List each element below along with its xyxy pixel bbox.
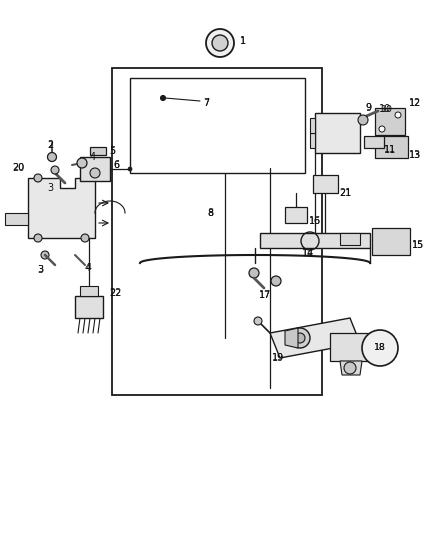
Circle shape	[295, 333, 305, 343]
Circle shape	[128, 167, 132, 171]
Text: 9: 9	[365, 103, 371, 112]
Text: 20: 20	[12, 163, 24, 173]
Bar	[340, 233, 360, 245]
Circle shape	[344, 362, 356, 374]
Text: 4: 4	[90, 152, 96, 162]
Text: 2: 2	[47, 140, 53, 150]
Text: 10: 10	[379, 104, 391, 114]
Bar	[313, 175, 338, 193]
Polygon shape	[340, 361, 362, 375]
Text: 12: 12	[409, 99, 421, 108]
Circle shape	[379, 126, 385, 132]
Circle shape	[81, 234, 89, 242]
Circle shape	[160, 95, 166, 101]
Polygon shape	[28, 178, 95, 238]
Text: 13: 13	[409, 150, 421, 160]
Text: 11: 11	[384, 145, 396, 155]
Text: 3: 3	[37, 265, 43, 275]
Text: 7: 7	[203, 98, 209, 108]
Text: 18: 18	[374, 343, 386, 352]
Text: 19: 19	[272, 353, 284, 363]
Text: 16: 16	[309, 216, 321, 225]
Text: 6: 6	[113, 160, 119, 169]
Circle shape	[77, 158, 87, 168]
Polygon shape	[310, 118, 315, 133]
Text: 5: 5	[109, 146, 115, 156]
Text: 1: 1	[240, 36, 246, 45]
Text: 20: 20	[12, 164, 24, 173]
Circle shape	[206, 29, 234, 57]
Text: 7: 7	[203, 99, 209, 108]
Text: 22: 22	[109, 288, 121, 298]
Text: 4: 4	[85, 263, 91, 272]
Text: 1: 1	[240, 36, 246, 46]
Text: 21: 21	[339, 188, 351, 198]
Text: 16: 16	[309, 216, 321, 226]
Text: 3: 3	[47, 183, 53, 193]
Polygon shape	[270, 318, 360, 358]
Polygon shape	[372, 228, 410, 255]
Polygon shape	[375, 136, 408, 158]
Text: 14: 14	[302, 248, 314, 258]
Text: 8: 8	[207, 208, 213, 217]
Polygon shape	[260, 233, 370, 248]
Text: 11: 11	[384, 146, 396, 155]
Circle shape	[34, 174, 42, 182]
Text: 13: 13	[409, 150, 421, 159]
Text: 2: 2	[47, 141, 53, 149]
Circle shape	[51, 166, 59, 174]
Polygon shape	[315, 113, 360, 153]
Circle shape	[34, 234, 42, 242]
Text: 9: 9	[365, 103, 371, 113]
Circle shape	[41, 251, 49, 259]
Polygon shape	[310, 133, 315, 148]
Polygon shape	[375, 108, 405, 135]
Circle shape	[271, 276, 281, 286]
Text: 12: 12	[409, 98, 421, 108]
Polygon shape	[285, 328, 298, 348]
Bar	[90, 147, 106, 155]
Text: 19: 19	[272, 353, 284, 362]
Bar	[130, 78, 305, 173]
Circle shape	[47, 152, 57, 161]
Text: 15: 15	[412, 240, 424, 250]
Circle shape	[249, 268, 259, 278]
Bar	[80, 157, 110, 181]
Bar	[80, 286, 98, 296]
Text: 15: 15	[412, 240, 424, 249]
Text: 17: 17	[259, 290, 271, 300]
Text: 22: 22	[109, 288, 121, 297]
Bar	[75, 296, 103, 318]
Text: 17: 17	[259, 290, 271, 300]
Circle shape	[362, 330, 398, 366]
Text: 18: 18	[374, 343, 386, 352]
Circle shape	[395, 112, 401, 118]
Text: 8: 8	[207, 208, 213, 218]
Text: 14: 14	[302, 248, 314, 257]
Text: 6: 6	[113, 160, 119, 170]
Bar	[285, 207, 307, 223]
Polygon shape	[330, 333, 372, 361]
Text: 3: 3	[37, 265, 43, 274]
Text: 5: 5	[109, 147, 115, 156]
Text: 10: 10	[381, 104, 393, 114]
Bar	[112, 68, 322, 395]
Polygon shape	[5, 213, 28, 225]
Circle shape	[212, 35, 228, 51]
Circle shape	[290, 328, 310, 348]
Circle shape	[358, 115, 368, 125]
Circle shape	[90, 168, 100, 178]
Bar	[364, 136, 384, 148]
Text: 4: 4	[85, 263, 91, 273]
Circle shape	[254, 317, 262, 325]
Text: 21: 21	[339, 189, 351, 198]
